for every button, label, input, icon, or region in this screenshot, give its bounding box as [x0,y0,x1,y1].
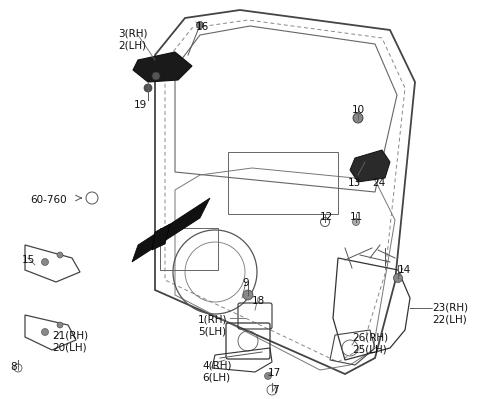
Circle shape [57,252,63,258]
Text: 22(LH): 22(LH) [432,314,467,324]
Bar [228,152,338,214]
Circle shape [353,113,363,123]
Text: 1(RH): 1(RH) [198,315,228,325]
Circle shape [41,259,48,265]
Circle shape [352,219,360,225]
Circle shape [196,22,204,28]
Text: 19: 19 [134,100,147,110]
Text: 23(RH): 23(RH) [432,302,468,312]
Text: 17: 17 [268,368,281,378]
Text: 12: 12 [320,212,333,222]
Circle shape [144,84,152,92]
Text: 7: 7 [272,385,278,395]
Circle shape [152,72,160,80]
Text: 15: 15 [22,255,35,265]
Text: 2(LH): 2(LH) [118,40,146,50]
Text: 8: 8 [10,362,17,372]
Polygon shape [132,198,210,262]
Polygon shape [133,52,192,82]
Text: 24: 24 [372,178,385,188]
Bar [160,228,218,270]
Text: 25(LH): 25(LH) [352,345,387,355]
Text: 60-760: 60-760 [30,195,67,205]
Text: 9: 9 [242,278,249,288]
Circle shape [57,322,63,328]
Text: 6(LH): 6(LH) [202,372,230,382]
Text: 10: 10 [352,105,365,115]
Text: 20(LH): 20(LH) [52,342,86,352]
Text: 4(RH): 4(RH) [202,360,231,370]
Text: 14: 14 [398,265,411,275]
Text: 16: 16 [196,22,209,32]
Circle shape [243,290,253,300]
Circle shape [394,273,403,282]
Text: 21(RH): 21(RH) [52,330,88,340]
Text: 3(RH): 3(RH) [118,28,147,38]
Circle shape [264,373,272,379]
Text: 5(LH): 5(LH) [198,327,226,337]
Polygon shape [152,224,170,250]
Circle shape [41,328,48,336]
Text: 13: 13 [348,178,361,188]
Text: 18: 18 [252,296,265,306]
Polygon shape [350,150,390,182]
Text: 11: 11 [350,212,363,222]
Text: 26(RH): 26(RH) [352,333,388,343]
